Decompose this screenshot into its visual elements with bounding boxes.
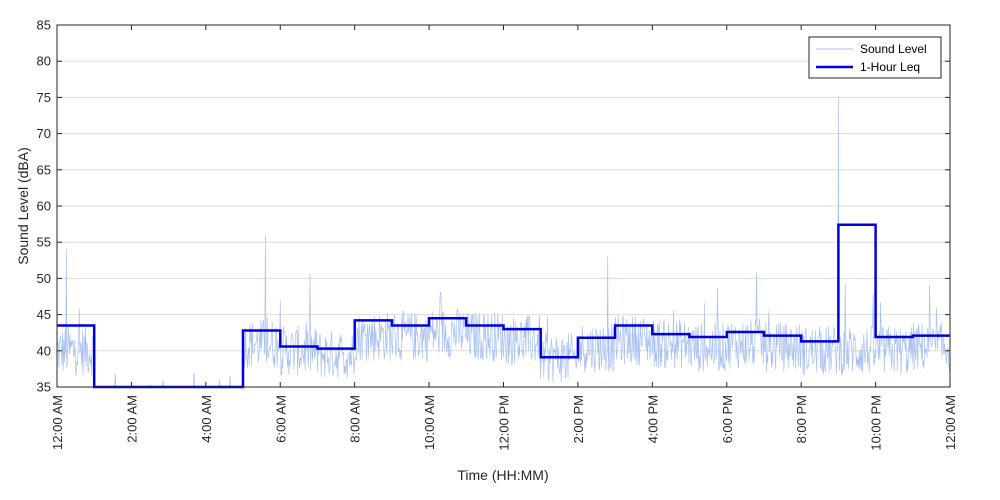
x-tick-label: 8:00 PM — [794, 395, 809, 443]
gridlines — [57, 60, 950, 352]
y-tick-label: 75 — [37, 90, 51, 105]
y-tick-label: 65 — [37, 162, 51, 177]
x-tick-label: 12:00 AM — [943, 395, 958, 450]
leq-series — [57, 223, 950, 389]
x-tick-label: 12:00 AM — [50, 395, 65, 450]
x-tick-label: 6:00 PM — [720, 395, 735, 443]
legend-box — [808, 36, 942, 79]
y-tick-label: 35 — [37, 380, 51, 395]
x-axis-ticks: 12:00 AM 2:00 AM 4:00 AM 6:00 AM 8:00 AM 10:0… — [50, 25, 958, 451]
y-tick-label: 45 — [37, 307, 51, 322]
x-tick-label: 4:00 PM — [645, 395, 660, 443]
x-tick-label: 2:00 PM — [571, 395, 586, 443]
x-tick-label: 10:00 AM — [422, 395, 437, 450]
y-tick-label: 70 — [37, 126, 51, 141]
y-tick-label: 50 — [37, 271, 51, 286]
x-tick-label: 12:00 PM — [497, 395, 512, 451]
y-axis-ticks: 35 40 45 50 55 60 65 70 75 80 85 — [37, 18, 950, 395]
y-tick-label: 85 — [37, 18, 51, 33]
legend: Sound Level 1-Hour Leq — [808, 36, 942, 79]
x-axis-title: Time (HH:MM) — [457, 467, 548, 483]
x-tick-label: 4:00 AM — [199, 395, 214, 443]
legend-label-leq: 1-Hour Leq — [860, 60, 920, 74]
legend-label-sound-level: Sound Level — [860, 42, 927, 56]
y-tick-label: 60 — [37, 199, 51, 214]
x-tick-label: 8:00 AM — [348, 395, 363, 443]
x-tick-label: 6:00 AM — [273, 395, 288, 443]
y-axis-title: Sound Level (dBA) — [15, 147, 31, 265]
y-tick-label: 80 — [37, 54, 51, 69]
y-tick-label: 40 — [37, 343, 51, 358]
x-tick-label: 10:00 PM — [869, 395, 884, 451]
y-tick-label: 55 — [37, 235, 51, 250]
x-tick-label: 2:00 AM — [124, 395, 139, 443]
leq-step-line — [57, 223, 950, 389]
